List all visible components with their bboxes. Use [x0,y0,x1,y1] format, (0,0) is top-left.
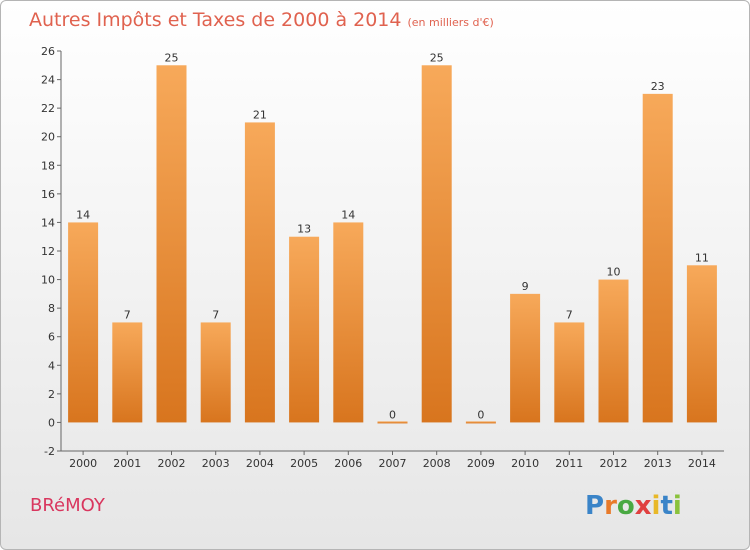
x-tick-label: 2000 [69,457,97,470]
bar-2004[interactable] [244,122,275,423]
data-label-2011: 7 [566,308,573,321]
town-name: BRéMOY [30,495,105,516]
bar-2007[interactable] [377,421,408,424]
bar-2005[interactable] [289,236,320,423]
x-tick-label: 2008 [423,457,451,470]
x-tick-label: 2013 [644,457,672,470]
y-tick-label: 26 [41,45,55,58]
data-label-2013: 23 [651,80,665,93]
x-tick-label: 2006 [334,457,362,470]
y-tick-label: 18 [41,159,55,172]
bar-2001[interactable] [112,322,143,423]
y-tick-label: 6 [48,331,55,344]
y-tick-label: 12 [41,245,55,258]
bar-2003[interactable] [200,322,231,423]
y-tick-label: -2 [44,445,55,458]
x-tick-label: 2002 [158,457,186,470]
logo-letter: i [672,491,682,521]
logo-letter: i [651,491,661,521]
data-label-2004: 21 [253,108,267,121]
logo-letter: x [634,491,652,521]
y-tick-label: 2 [48,388,55,401]
data-label-2009: 0 [477,408,484,421]
y-tick-label: 10 [41,274,55,287]
data-label-2012: 10 [607,266,621,279]
data-label-2010: 9 [522,280,529,293]
x-tick-label: 2003 [202,457,230,470]
bar-2002[interactable] [156,65,187,423]
y-tick-label: 8 [48,302,55,315]
x-tick-label: 2011 [555,457,583,470]
data-label-2007: 0 [389,408,396,421]
bar-2011[interactable] [554,322,585,423]
chart-title: Autres Impôts et Taxes de 2000 à 2014 (en… [29,9,494,31]
bar-2012[interactable] [598,279,629,423]
data-label-2014: 11 [695,251,709,264]
chart-title-text: Autres Impôts et Taxes de 2000 à 2014 [29,9,402,31]
data-label-2005: 13 [297,223,311,236]
x-tick-label: 2001 [113,457,141,470]
data-label-2008: 25 [430,51,444,64]
y-tick-label: 4 [48,359,55,372]
chart-unit: (en milliers d'€) [407,16,494,29]
y-tick-label: 20 [41,131,55,144]
x-tick-label: 2010 [511,457,539,470]
bar-2006[interactable] [333,222,364,423]
y-tick-label: 24 [41,74,55,87]
y-tick-label: 22 [41,102,55,115]
proxiti-logo[interactable]: Proxiti [585,491,682,521]
data-label-2001: 7 [124,308,131,321]
y-tick-label: 14 [41,216,55,229]
logo-letter: t [660,491,673,521]
bar-2010[interactable] [510,293,541,423]
y-tick-label: 0 [48,416,55,429]
bar-2014[interactable] [686,265,717,423]
logo-letter: P [585,491,605,521]
bar-2000[interactable] [68,222,99,423]
x-tick-label: 2012 [600,457,628,470]
x-tick-label: 2007 [379,457,407,470]
x-tick-label: 2009 [467,457,495,470]
data-label-2003: 7 [212,308,219,321]
x-tick-label: 2005 [290,457,318,470]
data-label-2002: 25 [165,51,179,64]
bar-2013[interactable] [642,93,673,423]
data-label-2006: 14 [341,208,355,221]
x-tick-label: 2004 [246,457,274,470]
data-label-2000: 14 [76,208,90,221]
logo-letter: o [616,491,635,521]
bar-2008[interactable] [421,65,452,423]
bar-2009[interactable] [465,421,496,424]
logo-letter: r [604,491,617,521]
x-tick-label: 2014 [688,457,716,470]
y-tick-label: 16 [41,188,55,201]
